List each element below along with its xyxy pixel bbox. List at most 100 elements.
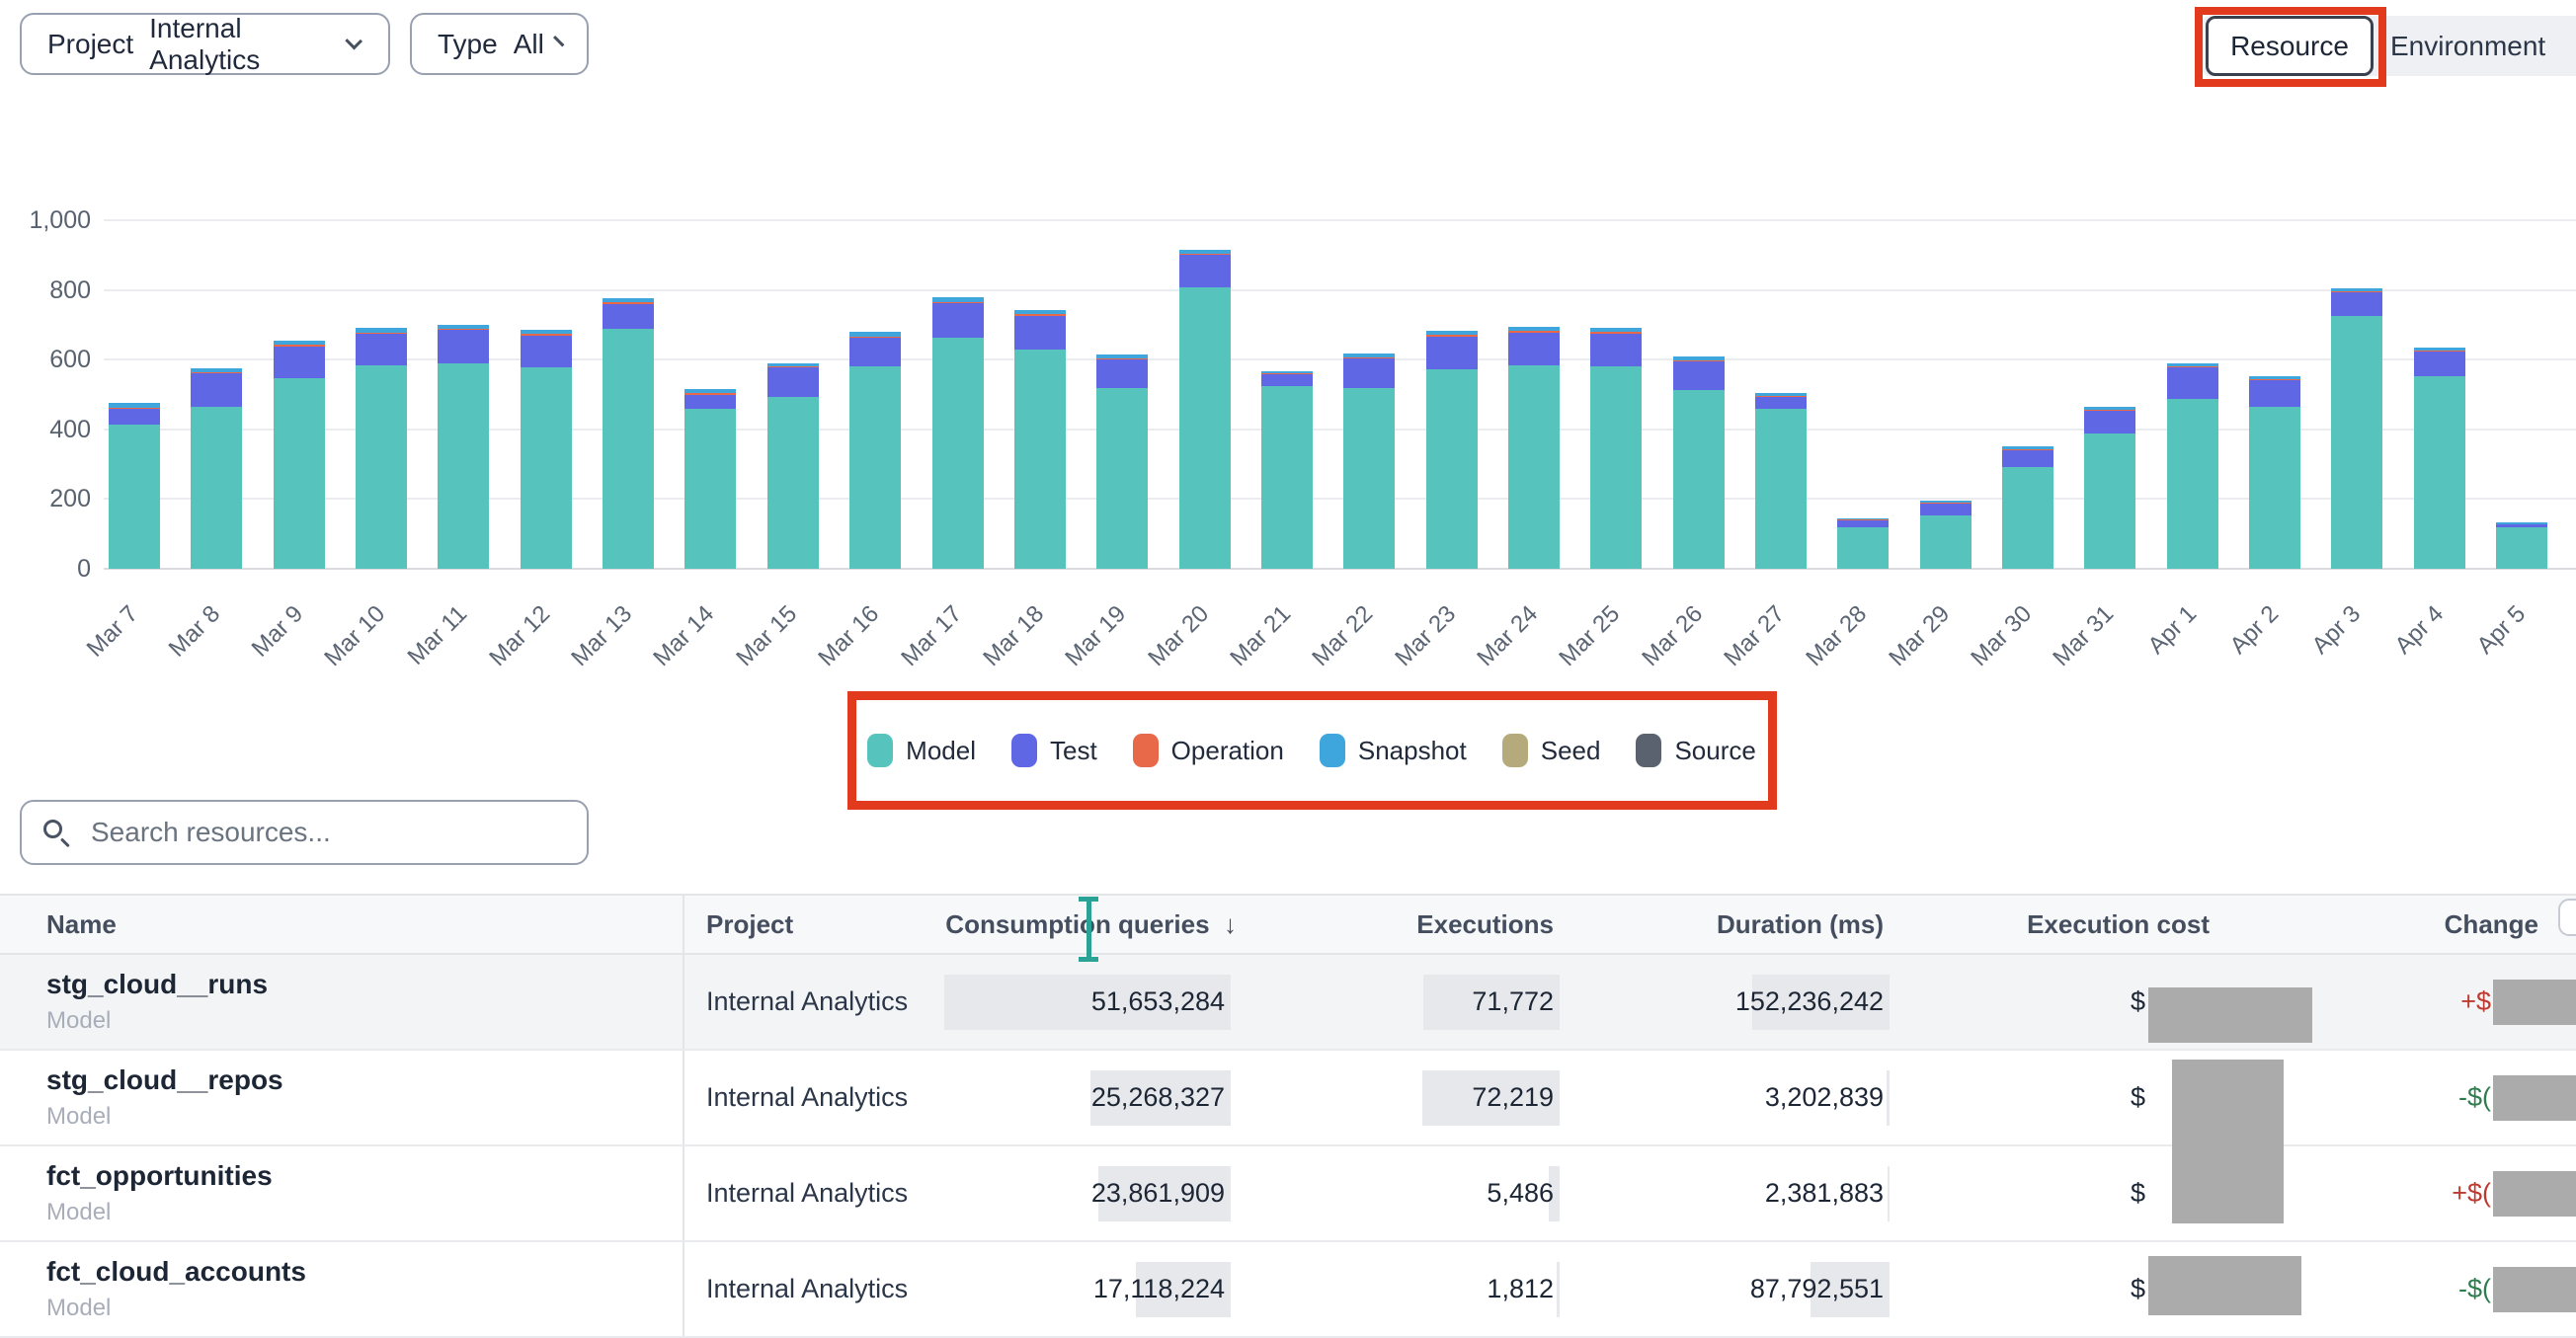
executions-value: 1,812 (1487, 1274, 1554, 1304)
stacked-bar-apr-5[interactable] (2496, 522, 2547, 569)
type-filter-label: Type (438, 29, 498, 60)
redaction-box (2493, 1267, 2576, 1312)
resource-name[interactable]: fct_opportunities (46, 1160, 273, 1192)
stacked-bar-mar-31[interactable] (2084, 407, 2135, 569)
tab-environment[interactable]: Environment (2390, 16, 2545, 76)
stacked-bar-mar-18[interactable] (1014, 310, 1066, 569)
stacked-bar-mar-15[interactable] (767, 363, 819, 569)
redaction-box (2148, 1256, 2301, 1315)
search-input[interactable] (91, 817, 567, 848)
stacked-bar-mar-10[interactable] (356, 328, 407, 569)
column-header-name[interactable]: Name (0, 896, 684, 953)
cost-currency-prefix: $ (2131, 1178, 2145, 1209)
stacked-bar-mar-21[interactable] (1261, 371, 1313, 569)
stacked-bar-mar-22[interactable] (1343, 354, 1395, 569)
x-axis-tick-label: Mar 25 (1530, 600, 1627, 697)
bar-segment-model (2084, 433, 2135, 569)
stacked-bar-mar-16[interactable] (849, 332, 901, 569)
cell-project: Internal Analytics (684, 1242, 941, 1336)
consumption-value: 23,861,909 (1091, 1178, 1225, 1209)
stacked-bar-mar-26[interactable] (1673, 356, 1725, 569)
column-header-change[interactable]: Change (2316, 896, 2576, 953)
legend-swatch (1502, 734, 1528, 767)
stacked-bar-apr-3[interactable] (2331, 288, 2382, 569)
bar-segment-model (2002, 467, 2053, 569)
resource-name[interactable]: stg_cloud__repos (46, 1064, 283, 1096)
legend-swatch (1320, 734, 1345, 767)
chevron-down-icon (553, 36, 564, 46)
column-header-executions[interactable]: Executions (1254, 896, 1566, 953)
stacked-bar-mar-19[interactable] (1096, 354, 1148, 569)
stacked-bar-mar-25[interactable] (1590, 328, 1642, 569)
bar-segment-model (2496, 527, 2547, 569)
legend-item-seed[interactable]: Seed (1502, 734, 1601, 767)
change-prefix: -$( (2458, 1082, 2491, 1113)
stacked-bar-mar-29[interactable] (1920, 501, 1972, 569)
stacked-bar-mar-14[interactable] (684, 389, 736, 569)
legend-item-snapshot[interactable]: Snapshot (1320, 734, 1467, 767)
bar-segment-test (438, 330, 489, 363)
x-axis-tick-label: Mar 30 (1941, 600, 2038, 697)
cell-duration: 87,792,551 (1566, 1242, 1896, 1336)
stacked-bar-apr-1[interactable] (2167, 363, 2218, 569)
column-header-project[interactable]: Project (684, 896, 941, 953)
type-filter-dropdown[interactable]: Type All (410, 13, 589, 75)
stacked-bar-mar-17[interactable] (932, 297, 984, 569)
bar-segment-model (932, 338, 984, 569)
column-header-duration[interactable]: Duration (ms) (1566, 896, 1896, 953)
resource-type: Model (46, 1295, 111, 1322)
project-filter-value: Internal Analytics (149, 13, 335, 76)
bar-segment-test (2084, 411, 2135, 433)
bar-segment-model (1343, 388, 1395, 569)
duration-value: 152,236,242 (1735, 986, 1884, 1017)
tab-resource[interactable]: Resource (2206, 16, 2374, 76)
column-header-execution-cost[interactable]: Execution cost (1896, 896, 2316, 953)
x-axis-tick-label: Mar 20 (1118, 600, 1215, 697)
stacked-bar-apr-4[interactable] (2414, 348, 2465, 569)
x-axis-tick-label: Apr 4 (2353, 600, 2450, 697)
stacked-bar-mar-30[interactable] (2002, 446, 2053, 569)
x-axis-tick-label: Mar 15 (706, 600, 803, 697)
x-axis-tick-label: Mar 29 (1859, 600, 1956, 697)
stacked-bar-mar-9[interactable] (274, 341, 325, 569)
legend-item-source[interactable]: Source (1636, 734, 1755, 767)
column-header-consumption-queries[interactable]: Consumption queries ↓ (941, 896, 1254, 953)
bar-segment-test (932, 303, 984, 338)
legend-item-model[interactable]: Model (867, 734, 976, 767)
bar-segment-model (1426, 369, 1478, 569)
cell-executions: 72,219 (1254, 1051, 1566, 1144)
value-magnitude-bar (1557, 1262, 1560, 1317)
duration-value: 2,381,883 (1765, 1178, 1884, 1209)
legend-swatch (1133, 734, 1159, 767)
legend-item-operation[interactable]: Operation (1133, 734, 1284, 767)
bar-segment-test (1837, 520, 1889, 528)
resource-name[interactable]: fct_cloud_accounts (46, 1256, 306, 1288)
cell-change: -$( (2316, 1051, 2576, 1144)
project-filter-dropdown[interactable]: Project Internal Analytics (20, 13, 390, 75)
stacked-bar-mar-7[interactable] (109, 403, 160, 569)
bar-segment-test (603, 304, 654, 329)
stacked-bar-mar-23[interactable] (1426, 331, 1478, 569)
stacked-bar-mar-24[interactable] (1508, 327, 1560, 569)
cell-change: -$( (2316, 1242, 2576, 1336)
stacked-bar-mar-8[interactable] (191, 368, 242, 569)
cell-executions: 5,486 (1254, 1146, 1566, 1240)
bar-segment-model (438, 363, 489, 569)
stacked-bar-mar-27[interactable] (1755, 393, 1807, 569)
cost-currency-prefix: $ (2131, 1274, 2145, 1304)
resource-name[interactable]: stg_cloud__runs (46, 969, 268, 1000)
stacked-bar-mar-11[interactable] (438, 325, 489, 569)
stacked-bar-mar-13[interactable] (603, 298, 654, 569)
cell-duration: 152,236,242 (1566, 955, 1896, 1049)
y-axis-tick-label: 200 (2, 485, 91, 513)
y-axis-tick-label: 400 (2, 416, 91, 444)
stacked-bar-mar-28[interactable] (1837, 518, 1889, 569)
stacked-bar-mar-20[interactable] (1179, 250, 1231, 569)
stacked-bar-apr-2[interactable] (2249, 376, 2300, 569)
bar-segment-model (1014, 350, 1066, 569)
bar-segment-model (274, 378, 325, 569)
stacked-bar-mar-12[interactable] (521, 330, 572, 569)
legend-item-test[interactable]: Test (1011, 734, 1097, 767)
